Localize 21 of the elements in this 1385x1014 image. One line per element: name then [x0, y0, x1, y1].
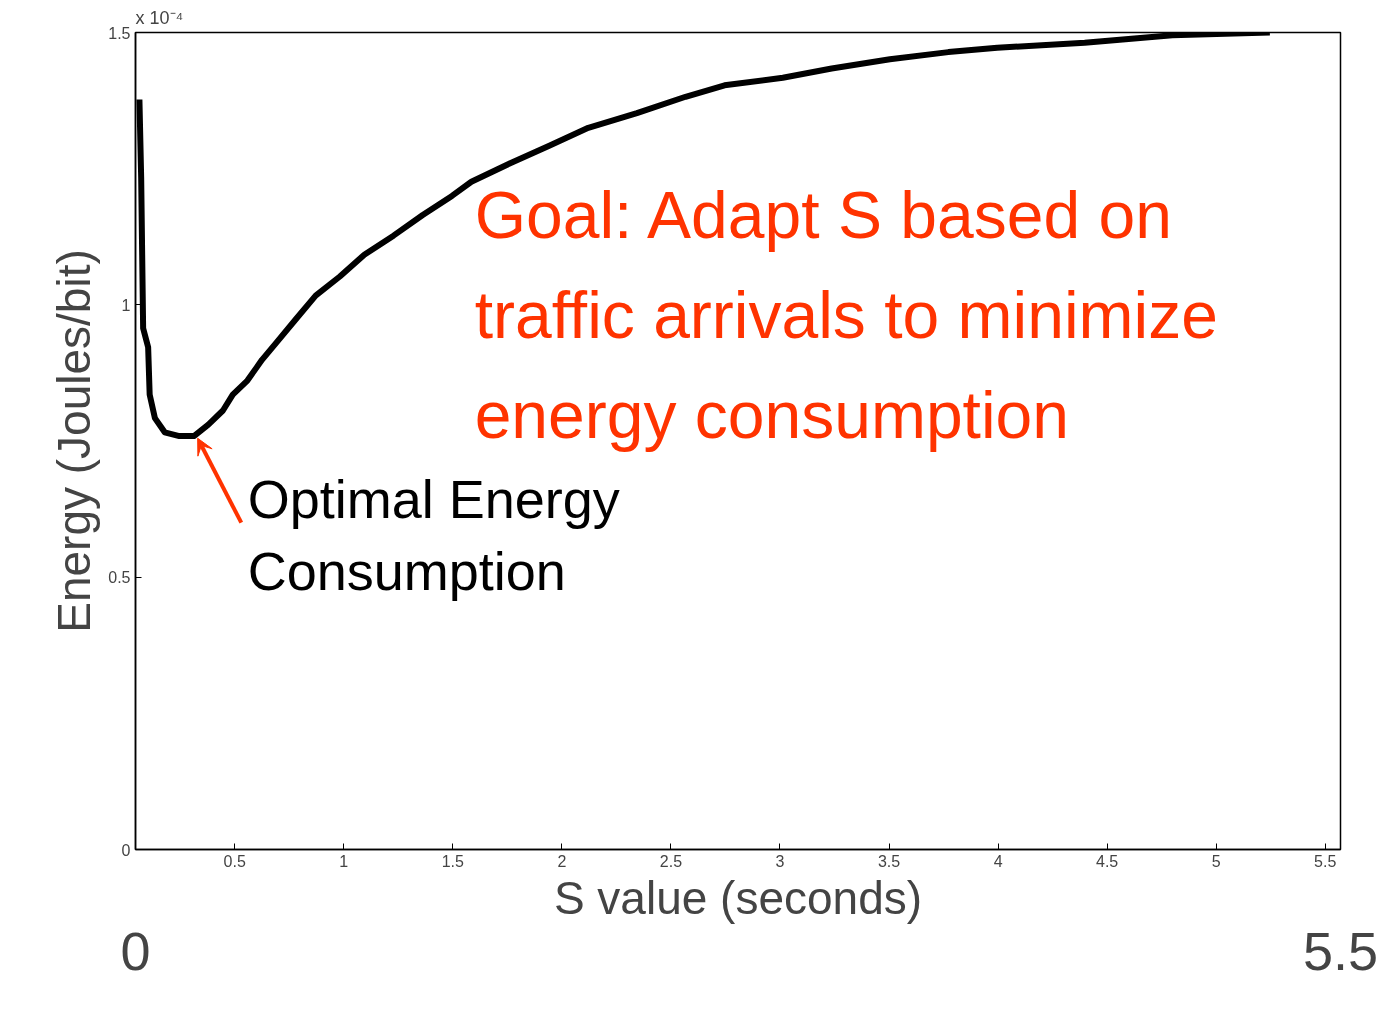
x-tick-label: 2.5 [659, 852, 683, 870]
annotation: Goal: Adapt S based on traffic arrivals to minimize energy consumption [474, 178, 1218, 452]
x-tick-label: 5.5 [1314, 852, 1337, 870]
text: 5.5 [1302, 920, 1379, 981]
x-tick-label: 2 [557, 852, 567, 870]
y-tick-label: 0.5 [108, 569, 131, 587]
x-tick-label: 1.5 [441, 852, 465, 870]
y-tick-label: 1.5 [108, 24, 131, 42]
x-tick-label: 4.5 [1096, 852, 1119, 870]
y-tick-label: 0 [121, 841, 131, 859]
x-tick-label: 3 [775, 852, 785, 870]
y-tick-label: 1 [121, 296, 131, 314]
annotation: Optimal Energy Consumption [247, 468, 620, 601]
y-axis-title: Energy (Joules/bit) [48, 249, 101, 633]
text: x 10⁻⁴ [135, 7, 184, 28]
x-tick-label: 1 [339, 852, 349, 870]
x-tick-label: 5 [1211, 852, 1221, 870]
x-tick-label: 0.5 [223, 852, 246, 870]
x-axis-title: S value (seconds) [553, 871, 923, 924]
x-tick-label: 3.5 [877, 852, 901, 870]
x-tick-label: 4 [993, 852, 1003, 870]
